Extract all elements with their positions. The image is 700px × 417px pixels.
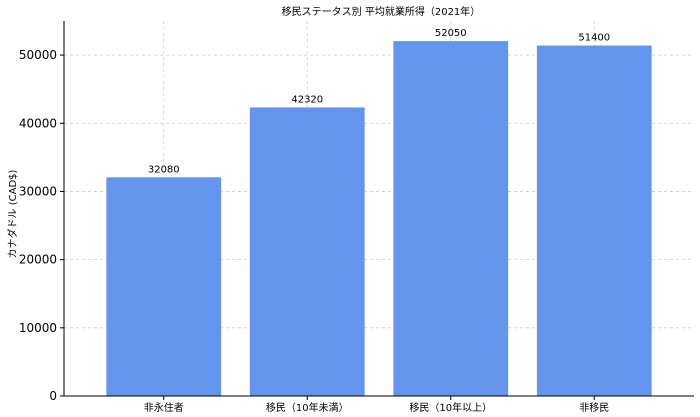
- x-tick-label: 非永住者: [144, 401, 184, 414]
- data-label: 42320: [291, 94, 323, 105]
- axes: [63, 21, 694, 397]
- x-tick-label: 非移民: [579, 401, 609, 414]
- x-tick-label: 移民（10年以上）: [409, 401, 492, 414]
- bar: [536, 45, 652, 396]
- y-tick-label: 40000: [19, 116, 57, 130]
- data-label: 32080: [148, 164, 180, 175]
- y-tick-label: 30000: [19, 184, 57, 198]
- data-label: 52050: [435, 28, 467, 39]
- x-tick-label: 移民（10年未満）: [266, 401, 349, 414]
- x-ticks: 非永住者 移民（10年未満） 移民（10年以上） 非移民: [144, 396, 609, 414]
- y-tick-label: 20000: [19, 253, 57, 267]
- y-tick-label: 50000: [19, 48, 57, 62]
- chart-title: 移民ステータス別 平均就業所得（2021年）: [282, 5, 481, 18]
- data-label: 51400: [578, 33, 610, 44]
- bar: [106, 177, 222, 396]
- data-labels: 32080 42320 52050 51400: [148, 28, 610, 175]
- y-tick-label: 10000: [19, 321, 57, 335]
- bar: [393, 41, 509, 396]
- bars: [106, 41, 652, 397]
- y-tick-label: 0: [49, 389, 57, 403]
- bar: [249, 107, 365, 397]
- y-ticks: 0 10000 20000 30000 40000 50000: [19, 48, 64, 403]
- y-axis-label: カナダドル (CAD$): [6, 169, 19, 258]
